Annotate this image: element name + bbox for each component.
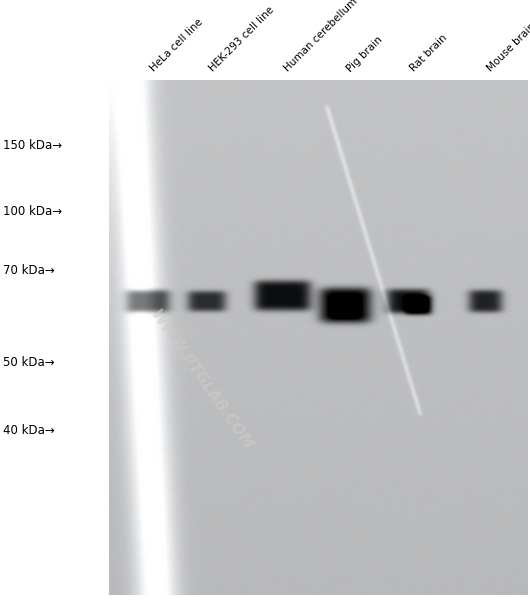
Text: Human cerebellum: Human cerebellum <box>282 0 359 74</box>
Text: 70 kDa→: 70 kDa→ <box>3 264 55 278</box>
Text: Rat brain: Rat brain <box>408 33 449 74</box>
Text: HeLa cell line: HeLa cell line <box>148 17 205 74</box>
Text: 50 kDa→: 50 kDa→ <box>3 356 54 370</box>
Text: Mouse brain: Mouse brain <box>485 21 530 74</box>
Text: WWW.PTGLAB.COM: WWW.PTGLAB.COM <box>147 307 255 453</box>
Text: HEK-293 cell line: HEK-293 cell line <box>207 5 276 74</box>
Text: 150 kDa→: 150 kDa→ <box>3 139 62 153</box>
Text: 100 kDa→: 100 kDa→ <box>3 205 62 218</box>
Text: Pig brain: Pig brain <box>345 34 385 74</box>
Text: 40 kDa→: 40 kDa→ <box>3 424 55 437</box>
